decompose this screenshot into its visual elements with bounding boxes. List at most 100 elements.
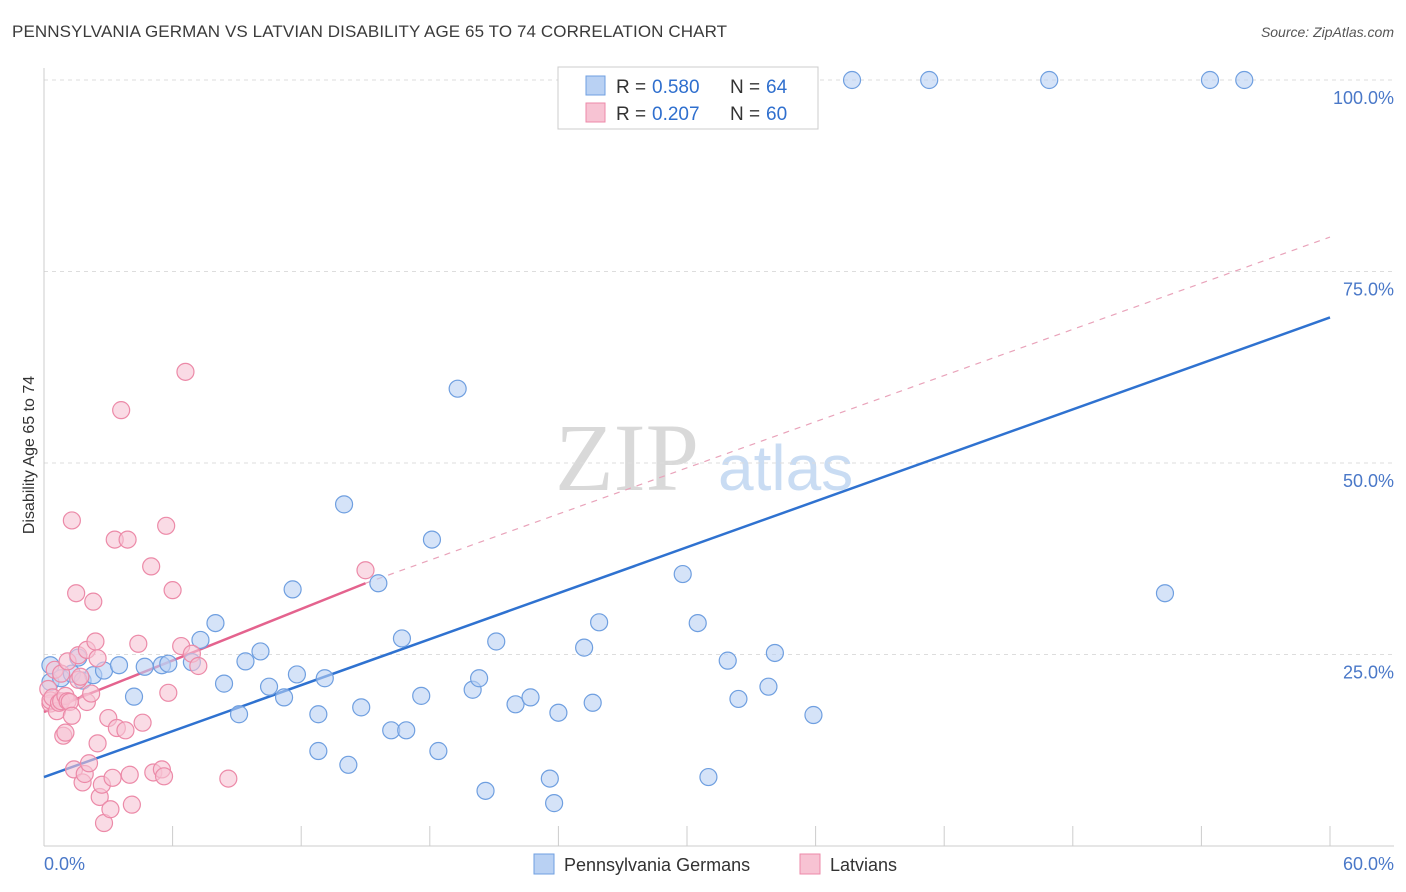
series-legend: Pennsylvania Germans Latvians — [533, 853, 897, 875]
point-latvians — [176, 362, 195, 381]
point-pennsylvania-germans — [259, 677, 279, 696]
point-pennsylvania-germans — [315, 669, 334, 688]
y-tick-label: 50.0% — [1343, 471, 1394, 491]
x-tick-label-max: 60.0% — [1343, 854, 1394, 874]
axes: 25.0% 50.0% 75.0% 100.0% — [43, 68, 1394, 847]
point-pennsylvania-germans — [309, 705, 328, 724]
point-latvians — [62, 706, 81, 725]
point-latvians — [82, 684, 101, 703]
point-pennsylvania-germans — [673, 564, 692, 584]
point-pennsylvania-germans — [549, 703, 568, 722]
y-tick-label: 25.0% — [1343, 663, 1394, 683]
point-latvians — [67, 584, 86, 603]
legend-swatch-pink — [585, 102, 606, 123]
point-pennsylvania-germans — [487, 632, 506, 651]
point-pennsylvania-germans — [397, 721, 416, 740]
point-latvians — [154, 767, 174, 786]
trend-line-latvians-extension — [365, 236, 1331, 584]
legend-r-label: R = — [616, 104, 646, 125]
point-pennsylvania-germans — [429, 741, 448, 761]
bottom-legend-swatch-blue — [533, 853, 555, 875]
point-pennsylvania-germans — [699, 767, 718, 787]
bottom-legend-label-blue: Pennsylvania Germans — [564, 855, 750, 875]
point-pennsylvania-germans — [1200, 70, 1220, 90]
y-axis-label: Disability Age 65 to 74 — [21, 376, 38, 534]
chart-title: PENNSYLVANIA GERMAN VS LATVIAN DISABILIT… — [12, 22, 728, 41]
legend-r-value-blue: 0.580 — [652, 77, 700, 98]
point-pennsylvania-germans — [109, 656, 129, 675]
y-tick-label: 75.0% — [1343, 280, 1394, 300]
point-pennsylvania-germans — [540, 769, 559, 788]
point-pennsylvania-germans — [206, 613, 225, 633]
point-latvians — [219, 769, 238, 788]
point-pennsylvania-germans — [334, 495, 354, 514]
bottom-legend-label-pink: Latvians — [830, 855, 897, 875]
point-latvians — [79, 754, 99, 773]
point-latvians — [120, 765, 139, 784]
point-pennsylvania-germans — [1235, 70, 1254, 90]
point-latvians — [88, 649, 107, 668]
point-pennsylvania-germans — [339, 755, 358, 774]
point-latvians — [129, 634, 148, 653]
point-latvians — [86, 632, 105, 651]
data-points — [39, 70, 1254, 833]
point-pennsylvania-germans — [236, 652, 255, 671]
point-latvians — [62, 511, 81, 530]
point-pennsylvania-germans — [583, 693, 602, 712]
point-pennsylvania-germans — [920, 70, 939, 90]
point-latvians — [163, 581, 182, 600]
watermark-atlas: atlas — [718, 432, 853, 504]
point-latvians — [56, 723, 75, 742]
x-tick-label-min: 0.0% — [44, 854, 85, 874]
point-pennsylvania-germans — [191, 630, 210, 650]
point-pennsylvania-germans — [765, 643, 784, 663]
point-latvians — [71, 667, 90, 686]
legend-r-value-pink: 0.207 — [652, 104, 700, 125]
point-pennsylvania-germans — [718, 651, 737, 670]
point-pennsylvania-germans — [369, 574, 388, 593]
y-tick-label: 100.0% — [1333, 88, 1394, 108]
point-pennsylvania-germans — [422, 530, 442, 549]
point-latvians — [133, 713, 152, 732]
point-latvians — [157, 516, 176, 535]
point-pennsylvania-germans — [287, 665, 307, 684]
source-credit: Source: ZipAtlas.com — [1260, 24, 1394, 40]
legend-n-label: N = — [730, 104, 760, 125]
point-latvians — [103, 768, 122, 787]
point-pennsylvania-germans — [842, 70, 862, 90]
point-latvians — [118, 530, 137, 549]
point-latvians — [122, 795, 141, 814]
point-latvians — [159, 683, 178, 702]
point-pennsylvania-germans — [1155, 584, 1175, 603]
point-latvians — [112, 401, 131, 420]
legend-n-label: N = — [730, 77, 760, 98]
point-pennsylvania-germans — [135, 657, 154, 676]
point-pennsylvania-germans — [214, 674, 234, 693]
point-pennsylvania-germans — [521, 688, 540, 707]
point-latvians — [88, 734, 107, 753]
correlation-legend: R = 0.580 N = 64 R = 0.207 N = 60 — [557, 66, 819, 130]
point-latvians — [116, 721, 135, 740]
point-pennsylvania-germans — [283, 580, 302, 599]
point-pennsylvania-germans — [392, 629, 412, 648]
point-pennsylvania-germans — [412, 686, 431, 705]
legend-n-value-pink: 60 — [766, 104, 787, 125]
watermark-zip: ZIP — [555, 404, 699, 511]
point-pennsylvania-germans — [352, 698, 371, 717]
point-latvians — [356, 561, 375, 580]
point-latvians — [84, 592, 103, 611]
point-latvians — [101, 800, 120, 819]
legend-n-value-blue: 64 — [766, 77, 788, 98]
point-pennsylvania-germans — [590, 613, 609, 632]
legend-swatch-blue — [585, 75, 606, 96]
point-pennsylvania-germans — [729, 689, 748, 709]
point-latvians — [189, 656, 208, 676]
point-pennsylvania-germans — [274, 688, 294, 707]
point-pennsylvania-germans — [476, 781, 495, 800]
point-pennsylvania-germans — [575, 638, 594, 657]
point-pennsylvania-germans — [759, 677, 778, 696]
trend-line-pennsylvania-germans — [43, 316, 1331, 779]
point-latvians — [142, 557, 161, 576]
point-pennsylvania-germans — [229, 705, 249, 724]
point-pennsylvania-germans — [545, 794, 564, 813]
